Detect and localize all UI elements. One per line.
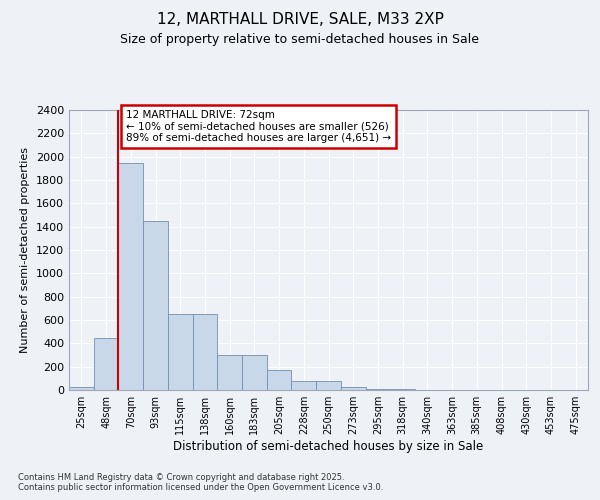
Bar (242, 355, 267, 390)
Bar (69, 386, 94, 390)
Text: Contains HM Land Registry data © Crown copyright and database right 2025.
Contai: Contains HM Land Registry data © Crown c… (18, 473, 383, 492)
Bar (341, 386, 365, 390)
Bar (217, 355, 242, 390)
Text: 12, MARTHALL DRIVE, SALE, M33 2XP: 12, MARTHALL DRIVE, SALE, M33 2XP (157, 12, 443, 28)
Bar (193, 314, 217, 390)
Bar (94, 338, 118, 390)
Text: Size of property relative to semi-detached houses in Sale: Size of property relative to semi-detach… (121, 32, 479, 46)
Text: 12 MARTHALL DRIVE: 72sqm
← 10% of semi-detached houses are smaller (526)
89% of : 12 MARTHALL DRIVE: 72sqm ← 10% of semi-d… (126, 110, 391, 143)
Bar (292, 380, 316, 390)
Bar (118, 162, 143, 390)
Bar (143, 221, 168, 390)
Bar (168, 314, 193, 390)
X-axis label: Distribution of semi-detached houses by size in Sale: Distribution of semi-detached houses by … (173, 440, 484, 453)
Y-axis label: Number of semi-detached properties: Number of semi-detached properties (20, 147, 31, 353)
Bar (267, 370, 292, 390)
Bar (316, 380, 341, 390)
Bar (365, 389, 390, 390)
